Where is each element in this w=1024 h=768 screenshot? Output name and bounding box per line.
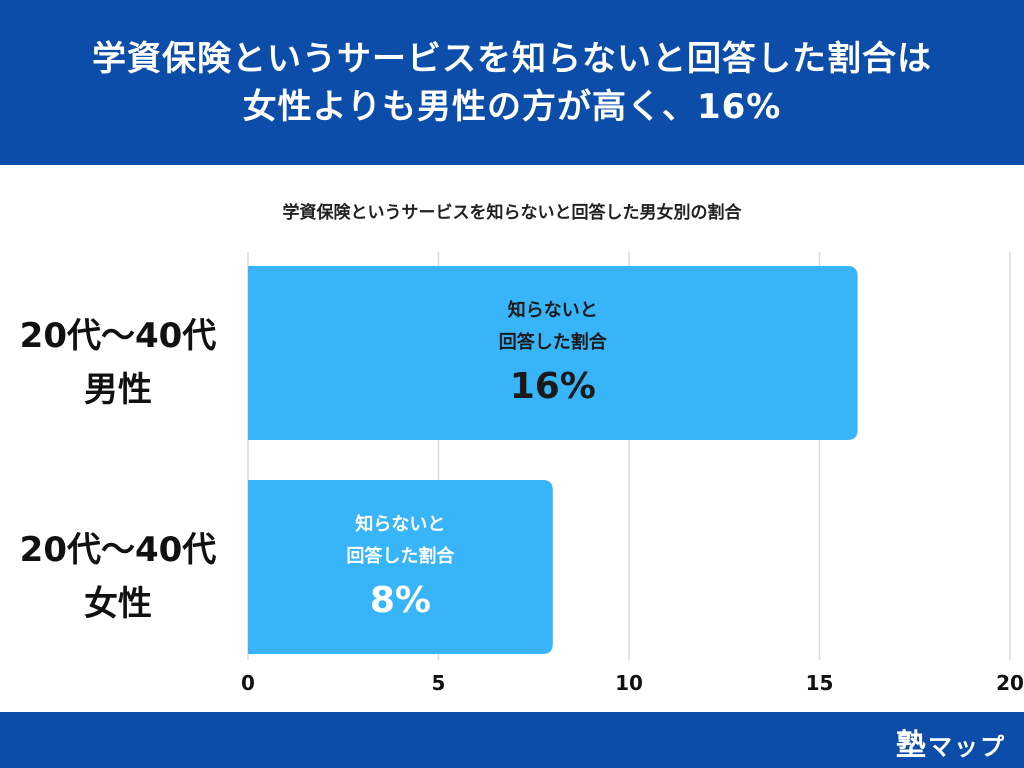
- bar-label-line1-1: 知らないと: [508, 299, 598, 321]
- bar-chart: 0 5 10 15 20知らないと回答した割合16%20代〜40代男性知らないと回答した…: [20, 252, 1024, 695]
- category-label-line2-1: 男性: [84, 370, 152, 410]
- headline-line-1: 学資保険というサービスを知らないと回答した割合は: [92, 38, 932, 79]
- category-label-line1-1: 20代〜40代: [20, 316, 217, 356]
- x-tick-label-20: 20: [996, 671, 1024, 695]
- x-tick-label-15: 15: [806, 671, 834, 695]
- x-tick-label-10: 10: [615, 671, 643, 695]
- bar-1: [248, 266, 858, 440]
- category-label-line2-2: 女性: [84, 584, 152, 624]
- bar-label-line2-2: 回答した割合: [346, 545, 455, 567]
- logo-main-text: 塾: [896, 728, 928, 763]
- category-label-line1-2: 20代〜40代: [20, 530, 217, 570]
- bar-2: [248, 480, 553, 654]
- bar-value-label-2: 8%: [370, 580, 431, 621]
- bar-label-line2-1: 回答した割合: [499, 331, 608, 353]
- x-tick-label-5: 5: [432, 671, 446, 695]
- x-tick-label-0: 0: [241, 671, 255, 695]
- headline-line-2: 女性よりも男性の方が高く、16%: [242, 86, 782, 127]
- bar-value-label-1: 16%: [510, 366, 596, 407]
- chart-title: 学資保険というサービスを知らないと回答した男女別の割合: [282, 203, 742, 223]
- header-banner: 学資保険というサービスを知らないと回答した割合は 女性よりも男性の方が高く、16…: [0, 0, 1024, 165]
- brand-logo: 塾マップ: [896, 720, 1006, 764]
- logo-sub-text: マップ: [928, 733, 1006, 761]
- bar-label-line1-2: 知らないと: [355, 513, 445, 535]
- footer-bar: 塾マップ: [0, 712, 1024, 768]
